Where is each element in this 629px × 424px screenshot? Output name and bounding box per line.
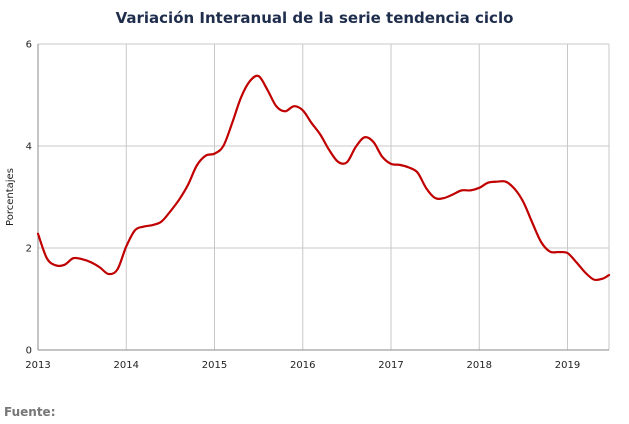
x-tick-label: 2016: [290, 360, 315, 371]
y-tick-labels: 0 2 4 6: [26, 40, 32, 357]
x-tick-label: 2013: [25, 360, 50, 371]
source-label: Fuente:: [4, 405, 56, 419]
x-tick-label: 2018: [467, 360, 492, 371]
x-tick-label: 2019: [555, 360, 580, 371]
y-tick-label: 4: [26, 142, 32, 153]
y-tick-label: 0: [26, 346, 32, 357]
x-tick-label: 2014: [114, 360, 139, 371]
y-tick-label: 6: [26, 40, 32, 51]
axes: [37, 44, 609, 351]
grid: [38, 43, 610, 350]
y-axis-label: Porcentajes: [5, 168, 16, 226]
x-tick-label: 2015: [202, 360, 227, 371]
series-group: [36, 74, 611, 282]
series-line: [36, 74, 611, 282]
x-tick-labels: 2013 2014 2015 2016 2017 2018 2019: [25, 360, 580, 371]
y-tick-label: 2: [26, 244, 32, 255]
chart-title: Variación Interanual de la serie tendenc…: [115, 9, 514, 27]
x-tick-label: 2017: [378, 360, 403, 371]
